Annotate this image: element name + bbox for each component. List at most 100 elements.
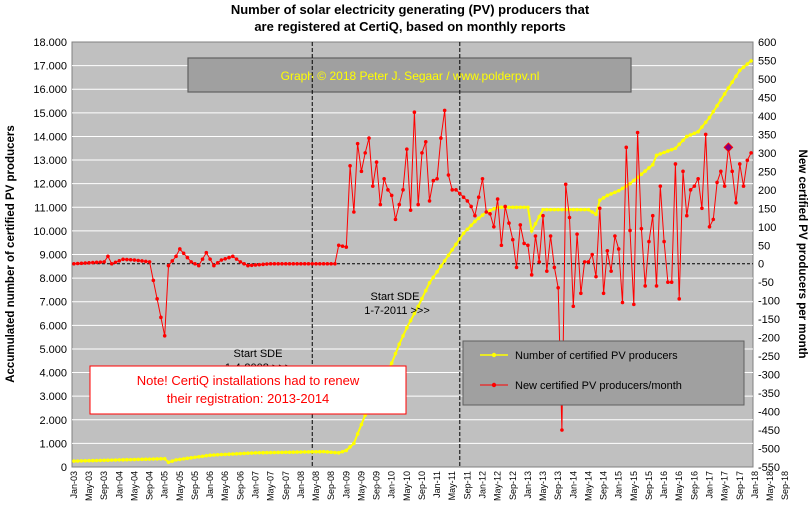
new-producers-point (405, 147, 409, 151)
certified-producers-point (677, 142, 682, 147)
new-producers-point (522, 241, 526, 246)
certified-producers-point (465, 227, 470, 232)
new-producers-point (200, 257, 205, 261)
certified-producers-point (208, 453, 212, 457)
x-tick-label: Sep-15 (644, 471, 654, 500)
new-producers-point (344, 245, 349, 249)
legend-label-yellow: Number of certified PV producers (515, 350, 678, 362)
x-tick-label: Sep-12 (508, 471, 518, 500)
chart-title-line1: Number of solar electricity generating (… (231, 2, 590, 17)
new-producers-point (594, 274, 598, 279)
x-tick-label: Sep-13 (553, 471, 563, 500)
certified-producers-point (348, 445, 352, 449)
new-producers-point (628, 228, 632, 233)
certified-producers-point (389, 361, 394, 365)
new-producers-point (408, 208, 413, 212)
x-tick-label: May-14 (583, 471, 593, 501)
new-producers-point (140, 259, 144, 263)
x-tick-label: May-08 (311, 471, 321, 501)
new-producers-point (427, 199, 432, 203)
right-tick-label: 250 (758, 166, 776, 178)
new-producers-point (132, 258, 137, 262)
note-line1: Note! CertiQ installations had to renew (137, 373, 360, 388)
new-producers-point (677, 297, 682, 301)
new-producers-point (563, 182, 568, 187)
certified-producers-point (94, 458, 99, 463)
new-producers-point (386, 188, 390, 192)
certified-producers-point (200, 454, 205, 459)
new-producers-point (109, 261, 114, 266)
new-producers-point (125, 257, 129, 262)
new-producers-point (212, 263, 216, 268)
new-producers-point (457, 191, 462, 196)
new-producers-point (185, 255, 190, 260)
certified-producers-point (405, 325, 409, 330)
new-producers-point (669, 280, 674, 285)
new-producers-point (658, 184, 663, 188)
certified-producers-point (310, 450, 315, 454)
certified-producers-point (476, 216, 481, 221)
x-tick-label: May-13 (538, 471, 548, 501)
new-producers-point (318, 261, 322, 266)
right-tick-label: 300 (758, 148, 776, 160)
certified-producers-point (711, 109, 716, 114)
new-producers-point (295, 261, 299, 266)
certified-producers-point (174, 458, 178, 462)
certified-producers-point (166, 460, 171, 465)
new-producers-point (707, 224, 712, 229)
right-tick-label: -50 (758, 277, 774, 289)
legend-marker-yellow (491, 352, 497, 358)
new-producers-point (469, 204, 473, 209)
certified-producers-point (121, 458, 125, 462)
left-tick-label: 17.000 (33, 61, 67, 73)
new-producers-point (370, 184, 375, 188)
new-producers-point (624, 145, 629, 150)
certified-producers-point (416, 304, 420, 309)
new-producers-point (121, 257, 125, 262)
new-producers-point (575, 232, 579, 236)
certified-producers-point (741, 65, 746, 69)
new-producers-point (227, 255, 231, 260)
new-producers-point (737, 162, 742, 166)
certified-producers-point (140, 457, 144, 462)
certified-producers-point (408, 318, 413, 323)
new-producers-point (87, 261, 91, 265)
new-producers-point (650, 213, 655, 218)
left-tick-label: 2.000 (39, 415, 67, 427)
certified-producers-point (628, 181, 632, 186)
new-producers-point (166, 263, 171, 268)
left-tick-label: 9.000 (39, 250, 67, 262)
new-producers-point (272, 261, 277, 266)
left-tick-label: 0 (61, 462, 67, 474)
certified-producers-point (669, 147, 674, 152)
certified-producers-point (268, 450, 273, 455)
new-producers-point (632, 302, 636, 307)
right-tick-label: 150 (758, 203, 776, 215)
certified-producers-point (450, 247, 455, 252)
certified-producers-point (579, 207, 583, 212)
certified-producers-point (155, 457, 159, 461)
new-producers-point (711, 217, 716, 222)
new-producers-point (223, 257, 228, 261)
new-producers-point (159, 315, 163, 320)
certified-producers-point (291, 450, 296, 454)
new-producers-point (529, 273, 534, 277)
x-tick-label: Jan-12 (477, 471, 487, 499)
right-tick-label: 500 (758, 74, 776, 86)
certified-producers-point (83, 459, 88, 463)
right-tick-label: 100 (758, 222, 776, 234)
new-producers-point (238, 260, 243, 264)
left-tick-label: 10.000 (33, 226, 67, 238)
certified-producers-point (79, 459, 84, 463)
certified-producers-point (533, 222, 538, 226)
certified-producers-point (393, 351, 398, 356)
new-producers-point (488, 212, 492, 216)
certified-producers-point (507, 205, 511, 210)
x-tick-label: May-09 (356, 471, 366, 501)
new-producers-point (654, 284, 659, 288)
new-producers-point (143, 259, 148, 264)
new-producers-point (552, 265, 557, 270)
certified-producers-point (586, 207, 591, 212)
certified-producers-point (620, 186, 625, 191)
right-tick-label: 450 (758, 92, 776, 104)
